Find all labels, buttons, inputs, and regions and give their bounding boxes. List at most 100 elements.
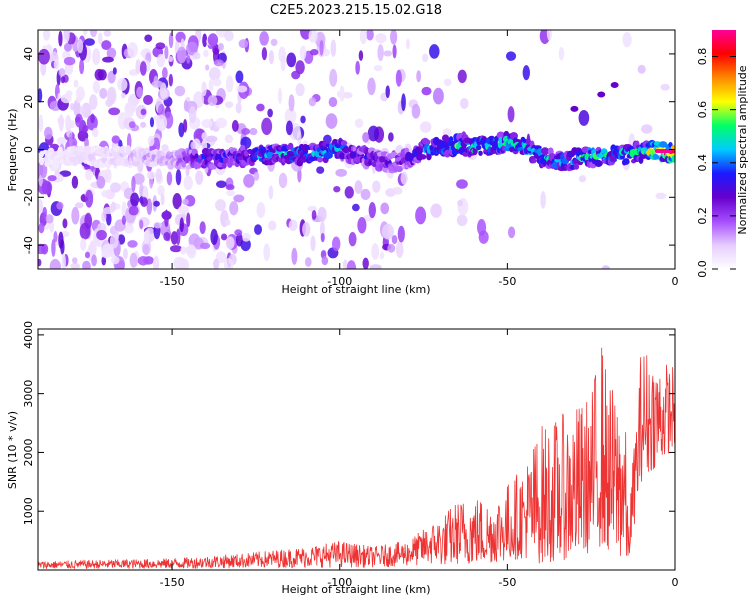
heatmap-cell [368, 201, 376, 219]
heatmap-cell [537, 148, 542, 157]
heatmap-cell [261, 117, 273, 136]
heatmap-cell [139, 219, 144, 230]
heatmap-cell [181, 161, 186, 168]
snr-x-ticks: -150 -100 -50 0 [160, 329, 679, 589]
heatmap-cell [44, 126, 53, 140]
heatmap-cell [316, 166, 325, 174]
heatmap-cell [101, 243, 114, 258]
heatmap-cell [558, 46, 565, 61]
heatmap-cell [71, 175, 79, 189]
heatmap-y-tick-label: 20 [22, 95, 35, 109]
heatmap-cell [190, 141, 196, 150]
heatmap-cell [90, 113, 95, 124]
heatmap-cell [359, 30, 368, 45]
heatmap-cell [541, 147, 550, 156]
heatmap-cell [507, 106, 515, 123]
heatmap-cell [62, 218, 68, 229]
heatmap-cell [369, 264, 382, 269]
heatmap-cell [57, 146, 63, 152]
heatmap-cell [288, 94, 295, 112]
heatmap-cell [140, 108, 147, 116]
heatmap-cell [168, 73, 173, 87]
heatmap-cell [79, 59, 85, 75]
heatmap-cell [202, 33, 208, 48]
colorbar: 0.0 0.2 0.4 0.6 0.8 Normalized spectral ampl… [696, 30, 749, 278]
heatmap-cell [231, 120, 239, 132]
heatmap-cell [53, 59, 60, 70]
heatmap-cell [235, 232, 243, 247]
heatmap-cell [89, 94, 98, 110]
heatmap-cell [96, 229, 107, 241]
heatmap-cell [341, 140, 347, 145]
heatmap-cell [268, 220, 277, 231]
heatmap-cell [38, 199, 44, 214]
heatmap-cell [92, 80, 100, 94]
heatmap-cell [123, 248, 128, 260]
heatmap-cell [397, 225, 405, 243]
heatmap-cell [107, 86, 117, 105]
heatmap-cell [215, 199, 226, 212]
heatmap-cell [186, 244, 197, 259]
heatmap-cell [317, 156, 324, 163]
heatmap-cell [373, 65, 383, 72]
heatmap-cell [205, 64, 210, 71]
heatmap-cell [38, 222, 45, 234]
heatmap-cell [225, 184, 235, 191]
heatmap-cell [99, 87, 108, 99]
heatmap-cell [160, 193, 165, 206]
heatmap-cell [186, 41, 198, 56]
heatmap-cell [341, 147, 351, 153]
heatmap-cell [83, 30, 88, 36]
heatmap-cell [239, 144, 246, 152]
heatmap-cell [56, 201, 64, 210]
heatmap-cell [235, 102, 242, 114]
heatmap-cell [42, 206, 47, 219]
heatmap-y-tick-label: -40 [22, 236, 35, 254]
heatmap-cell [362, 257, 369, 269]
heatmap-cell [212, 78, 222, 87]
heatmap-cell [163, 231, 171, 241]
heatmap-cell [92, 127, 99, 138]
heatmap-cell [241, 232, 251, 242]
heatmap-cell [333, 185, 341, 193]
heatmap-cell [199, 242, 211, 250]
heatmap-cell [375, 32, 387, 44]
heatmap-cell [388, 132, 394, 142]
heatmap-cell [44, 161, 51, 167]
heatmap-cell [131, 175, 136, 193]
heatmap-cell [151, 80, 164, 88]
heatmap-cell [573, 163, 580, 170]
heatmap-cell [328, 96, 338, 108]
heatmap-cell [179, 217, 184, 233]
heatmap-cell [128, 69, 139, 76]
heatmap-cell [457, 199, 464, 207]
heatmap-cell [53, 231, 58, 243]
heatmap-cell [295, 83, 305, 97]
heatmap-cell [114, 146, 121, 152]
heatmap-cell [355, 60, 360, 75]
heatmap-cell [135, 59, 141, 75]
heatmap-cell [291, 247, 298, 265]
heatmap-cell [224, 219, 231, 226]
heatmap-cell [38, 48, 50, 65]
heatmap-cell [82, 125, 89, 133]
heatmap-cell [111, 135, 120, 144]
heatmap-cell [183, 119, 188, 133]
heatmap-cell [277, 87, 283, 104]
heatmap-cell [348, 232, 357, 247]
heatmap-cell [117, 78, 128, 91]
colorbar-gradient [712, 30, 736, 269]
heatmap-cell [331, 236, 341, 252]
snr-panel: -150 -100 -50 0 1000 2000 3000 4000 Height of … [6, 321, 679, 596]
heatmap-cell [41, 180, 53, 195]
snr-y-ticks: 1000 2000 3000 4000 [22, 321, 675, 525]
heatmap-cell [63, 42, 72, 52]
heatmap-cell [342, 259, 348, 269]
heatmap-cell [73, 99, 81, 117]
heatmap-cell [354, 180, 363, 195]
heatmap-cell [367, 125, 380, 142]
heatmap-x-tick-label: 0 [672, 275, 679, 288]
colorbar-tick-label: 0.0 [696, 260, 709, 278]
heatmap-cell [492, 140, 498, 147]
heatmap-cell [379, 251, 385, 260]
